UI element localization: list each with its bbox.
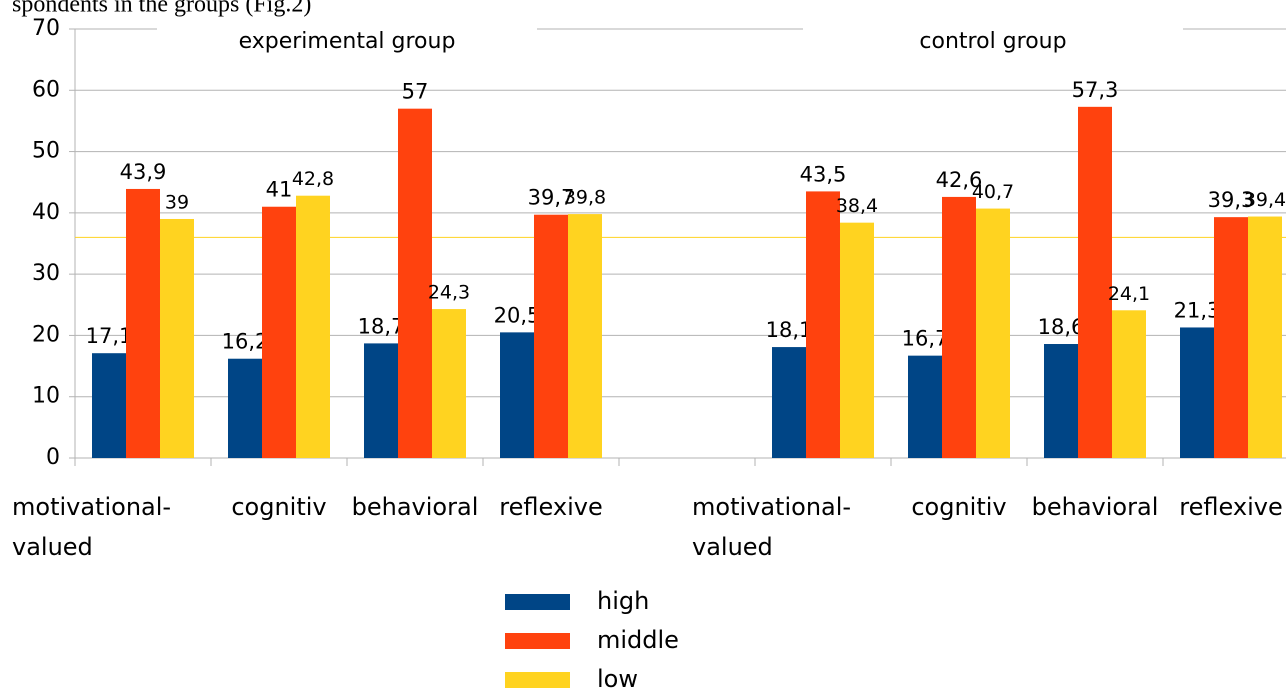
legend-swatch (505, 672, 570, 688)
value-label: 57 (402, 80, 429, 104)
x-tick-label: motivational-valued (12, 493, 171, 561)
legend-label: low (597, 665, 638, 693)
value-label: 42,6 (936, 168, 983, 192)
caption: spondents in the groups (Fig.2) (12, 0, 311, 18)
legend-label: high (597, 587, 649, 615)
x-tick-label: motivational-valued (692, 493, 851, 561)
bar (976, 208, 1010, 458)
bar (364, 343, 398, 458)
y-tick-label: 30 (32, 261, 60, 286)
y-tick-label: 20 (32, 322, 60, 347)
bar (1214, 217, 1248, 458)
y-tick-label: 50 (32, 139, 60, 164)
value-label: 21,3 (1174, 298, 1221, 322)
bar (92, 353, 126, 458)
bar (1078, 106, 1112, 458)
y-tick-label: 60 (32, 77, 60, 102)
value-label: 39,7 (528, 186, 575, 210)
annotation-bg (803, 24, 1183, 60)
y-tick-label: 40 (32, 200, 60, 225)
legend-swatch (505, 594, 570, 610)
group-title: control group (919, 29, 1066, 54)
x-tick-label: behavioral (1032, 493, 1159, 521)
bar (942, 196, 976, 458)
x-tick-label: reflexive (499, 493, 602, 521)
value-label: 43,5 (800, 162, 847, 186)
bar (228, 358, 262, 458)
bar (262, 206, 296, 458)
x-tick-label: cognitiv (231, 493, 326, 521)
bar (534, 214, 568, 458)
value-label: 41 (266, 178, 293, 202)
value-label: 24,1 (1108, 283, 1150, 305)
bar (1180, 327, 1214, 458)
value-label: 43,9 (120, 160, 167, 184)
x-tick-label: cognitiv (911, 493, 1006, 521)
value-label: 42,8 (292, 168, 334, 190)
value-label: 18,6 (1038, 315, 1085, 339)
value-label: 16,2 (222, 330, 269, 354)
value-label: 17,1 (86, 324, 133, 348)
value-label: 57,3 (1072, 78, 1119, 102)
value-label: 18,1 (766, 318, 813, 342)
bar (500, 332, 534, 458)
bar (398, 108, 432, 459)
bar (160, 218, 194, 458)
bar (806, 191, 840, 458)
bar (1112, 310, 1146, 458)
value-label: 24,3 (428, 282, 470, 304)
legend-label: middle (597, 626, 679, 654)
bar (908, 355, 942, 458)
y-tick-label: 10 (32, 384, 60, 409)
value-label: 39,4 (1244, 189, 1286, 211)
bar (840, 222, 874, 458)
x-tick-label: behavioral (352, 493, 479, 521)
value-label: 38,4 (836, 195, 878, 217)
value-label: 39,3 (1208, 188, 1255, 212)
bar (126, 188, 160, 458)
group-title: experimental group (239, 29, 456, 54)
bar (296, 195, 330, 458)
value-label: 20,5 (494, 303, 541, 327)
bar (772, 347, 806, 458)
value-label: 40,7 (972, 181, 1014, 203)
bar (568, 214, 602, 458)
bar (1248, 216, 1282, 458)
value-label: 39,8 (564, 187, 606, 209)
y-tick-label: 0 (46, 445, 60, 470)
x-tick-label: reflexive (1179, 493, 1282, 521)
legend-swatch (505, 633, 570, 649)
value-label: 39 (165, 191, 189, 213)
annotation-bg (157, 24, 537, 60)
value-label: 16,7 (902, 327, 949, 351)
value-label: 18,7 (358, 314, 405, 338)
bar (432, 309, 466, 458)
y-tick-label: 70 (32, 16, 60, 41)
bar (1044, 344, 1078, 458)
